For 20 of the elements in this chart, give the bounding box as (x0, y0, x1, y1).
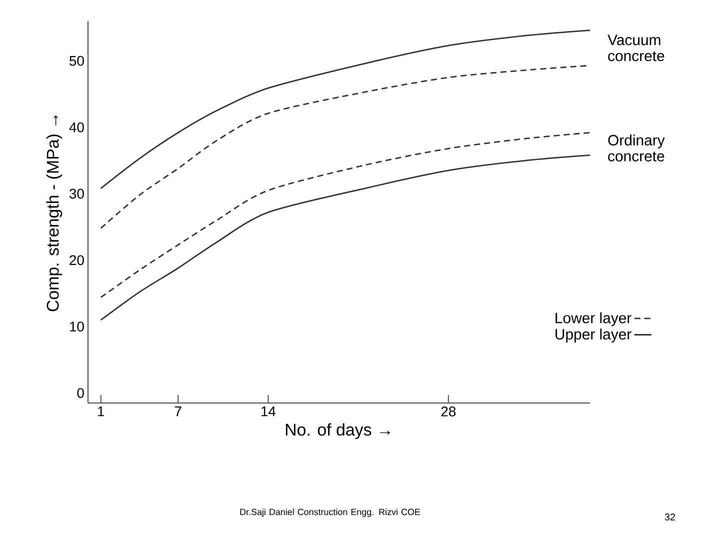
y-tick-label: 40 (69, 122, 84, 132)
y-tick-label: 20 (70, 255, 84, 266)
y-tick-label: 0 (77, 388, 84, 398)
x-tick-label: 28 (441, 406, 456, 416)
text: Ordinary concrete (608, 134, 665, 162)
x-tick-label: 7 (174, 406, 182, 416)
y-tick-label: 50 (70, 56, 84, 66)
text: 32 (664, 513, 676, 521)
text: Vacuum concrete (608, 34, 664, 62)
x-tick-label: 1 (98, 406, 104, 416)
line-series (100, 132, 591, 298)
legend-label: Upper layer (556, 328, 632, 343)
y-tick-label: 30 (70, 188, 84, 199)
x-axis-title: No. of days → (286, 423, 390, 440)
y-tick-label: 10 (70, 322, 84, 332)
x-tick-label: 14 (262, 406, 276, 416)
line-series (100, 30, 591, 190)
legend-label: Lower layer (556, 312, 632, 326)
y-axis-title: Comp. strength - (MPa) → (46, 115, 62, 312)
text: Dr.Saji Daniel Construction Engg. Rizvi COE (240, 508, 420, 517)
